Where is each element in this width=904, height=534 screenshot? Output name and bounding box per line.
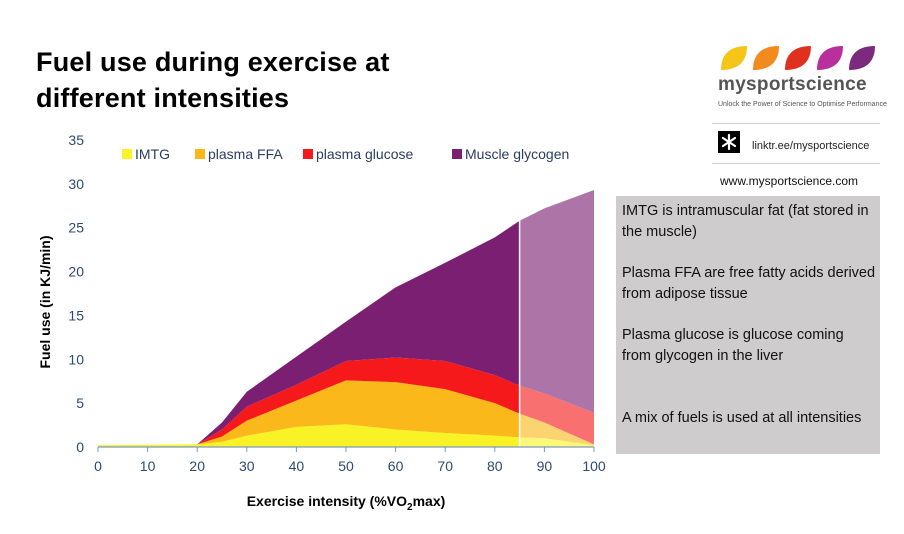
divider: [712, 163, 880, 164]
legend-label: plasma FFA: [208, 146, 283, 162]
legend-label: plasma glucose: [316, 146, 413, 162]
area-plasma-glucose: [98, 357, 594, 446]
x-tick-label: 40: [289, 458, 305, 474]
x-tick-label: 90: [537, 458, 553, 474]
legend-label: Muscle glycogen: [465, 146, 569, 162]
x-tick-label: 50: [338, 458, 354, 474]
y-tick-label: 30: [68, 176, 84, 192]
brand-logo-petals: [721, 46, 875, 70]
y-tick-label: 10: [68, 351, 84, 367]
brand-tagline: Unlock the Power of Science to Optimise …: [718, 101, 887, 108]
legend-swatch: [195, 149, 205, 159]
note-imtg: IMTG is intramuscular fat (fat stored in…: [622, 203, 869, 240]
stacked-areas: [98, 189, 594, 447]
y-tick-label: 20: [68, 264, 84, 280]
note-plasma-glucose: Plasma glucose is glucose coming from gl…: [622, 327, 844, 364]
brand-petal: [721, 46, 747, 70]
area-muscle-glycogen: [98, 189, 594, 446]
x-axis-label-suffix: max): [413, 493, 446, 509]
page-title: Fuel use during exercise at different in…: [36, 47, 390, 113]
highlight-region: [519, 140, 594, 447]
x-tick-label: 20: [189, 458, 205, 474]
x-tick-label: 70: [437, 458, 453, 474]
y-tick-label: 35: [68, 132, 84, 148]
linktree-link[interactable]: linktr.ee/mysportscience: [752, 140, 870, 152]
x-tick-label: 100: [582, 458, 606, 474]
y-tick-label: 0: [76, 439, 84, 455]
x-axis-label-sub: 2: [407, 502, 413, 513]
y-axis-label: Fuel use (in KJ/min): [37, 235, 53, 368]
notes-panel: [616, 196, 880, 454]
brand-petal: [817, 46, 843, 70]
x-tick-label: 60: [388, 458, 404, 474]
x-axis-label-prefix: Exercise intensity (%VO: [247, 493, 407, 509]
y-tick-label: 15: [68, 307, 84, 323]
x-tick-label: 80: [487, 458, 503, 474]
note-plasma-ffa: Plasma FFA are free fatty acids derived …: [622, 265, 876, 302]
x-tick-label: 10: [140, 458, 156, 474]
area-imtg: [98, 424, 594, 447]
x-axis-label: Exercise intensity (%VO2max): [247, 493, 446, 513]
brand-petal: [849, 46, 875, 70]
linktree-icon: [718, 131, 740, 153]
area-plasma-ffa: [98, 380, 594, 446]
legend-swatch: [452, 149, 462, 159]
axes: 0 10 20 30 40 50 60 70 80 90 100 0 5 10 15 20 25 30 35: [68, 132, 605, 474]
x-tick-label: 30: [239, 458, 255, 474]
y-tick-label: 5: [76, 395, 84, 411]
legend: IMTG plasma FFA plasma glucose Muscle glyco…: [122, 146, 569, 162]
brand-petal: [753, 46, 779, 70]
legend-swatch: [303, 149, 313, 159]
x-tick-label: 0: [94, 458, 102, 474]
brand-name: mysportscience: [718, 74, 867, 95]
y-tick-label: 25: [68, 220, 84, 236]
divider: [712, 123, 880, 124]
legend-label: IMTG: [135, 146, 170, 162]
website-link[interactable]: www.mysportscience.com: [720, 174, 859, 188]
legend-swatch: [122, 149, 132, 159]
note-mix-of-fuels: A mix of fuels is used at all intensitie…: [622, 410, 862, 426]
brand-petal: [785, 46, 811, 70]
